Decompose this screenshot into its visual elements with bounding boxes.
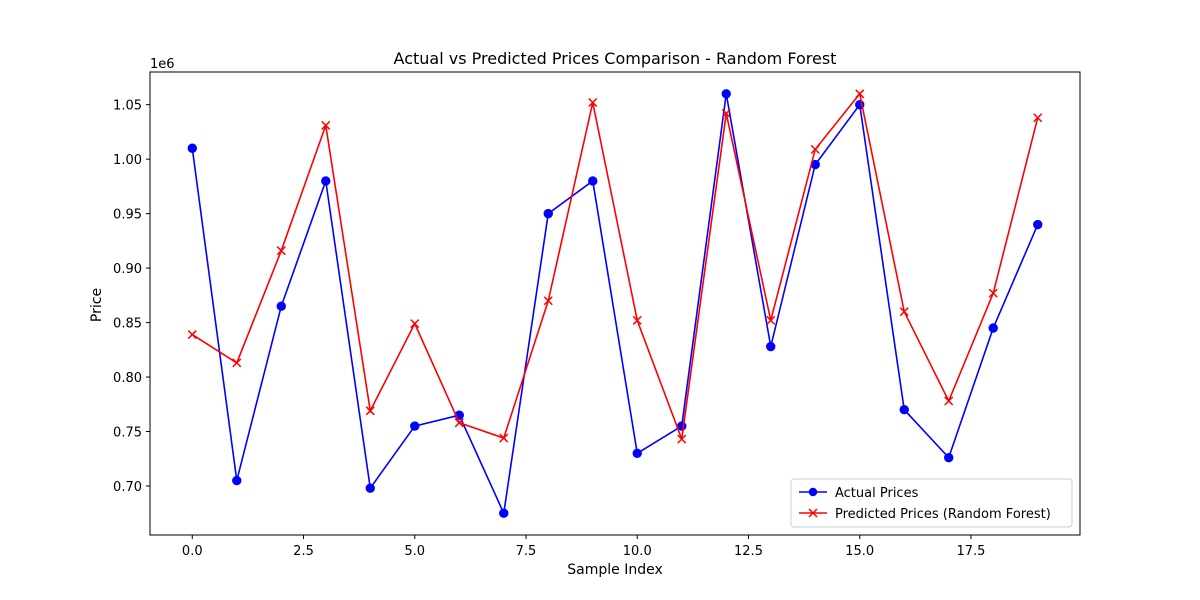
marker-x-stroke — [454, 418, 464, 428]
data-point-predicted — [632, 315, 642, 325]
data-point-predicted — [721, 108, 731, 118]
marker-x-stroke — [187, 330, 197, 340]
x-tick-label: 5.0 — [404, 544, 425, 559]
data-point-actual — [410, 421, 420, 431]
marker-x-stroke — [321, 120, 331, 130]
y-tick-label: 1.05 — [113, 99, 142, 114]
marker-x-stroke — [543, 296, 553, 306]
legend-marker-actual — [808, 487, 818, 497]
data-point-actual — [499, 508, 509, 518]
x-axis-label: Sample Index — [567, 562, 662, 578]
data-point-actual — [365, 483, 375, 493]
y-tick-label: 0.75 — [113, 426, 142, 441]
data-point-actual — [899, 405, 909, 415]
chart-title: Actual vs Predicted Prices Comparison - … — [394, 49, 837, 68]
data-point-predicted — [410, 319, 420, 329]
marker-x-stroke — [365, 406, 375, 416]
legend-label-2: Predicted Prices (Random Forest) — [835, 507, 1051, 522]
data-point-predicted — [766, 315, 776, 325]
data-point-predicted — [677, 434, 687, 444]
marker-x-stroke — [944, 396, 954, 406]
data-point-predicted — [899, 307, 909, 317]
data-point-actual — [988, 323, 998, 333]
data-point-predicted — [276, 246, 286, 256]
marker-x-stroke — [810, 144, 820, 154]
data-point-actual — [721, 89, 731, 99]
data-point-predicted — [810, 144, 820, 154]
data-point-actual — [276, 301, 286, 311]
marker-x-stroke — [588, 97, 598, 108]
data-point-predicted — [988, 288, 998, 298]
marker-x-stroke — [855, 89, 865, 99]
series-line-1 — [191, 93, 1039, 517]
data-point-predicted — [321, 120, 331, 130]
data-point-predicted — [855, 89, 865, 99]
data-point-actual — [1033, 219, 1043, 230]
data-point-predicted — [1033, 113, 1043, 123]
data-point-actual — [632, 448, 642, 458]
data-point-predicted — [944, 396, 954, 406]
data-point-actual — [944, 452, 954, 463]
y-tick-label: 1.00 — [113, 153, 142, 168]
plot-frame — [149, 71, 1081, 536]
x-tick-label: 2.5 — [293, 544, 314, 559]
marker-x-stroke — [499, 433, 509, 443]
marker-x-stroke — [988, 288, 998, 298]
marker-x-stroke — [721, 108, 731, 118]
marker-x-stroke — [232, 358, 242, 368]
marker-x-stroke — [766, 315, 776, 325]
data-point-predicted — [232, 358, 242, 368]
data-point-predicted — [365, 406, 375, 416]
y-tick-label: 0.90 — [113, 262, 142, 277]
y-offset-label: 1e6 — [150, 57, 175, 72]
legend: Actual Prices Predicted Prices (Random Fo… — [790, 478, 1073, 528]
legend-box — [790, 478, 1073, 528]
data-point-actual — [232, 475, 242, 486]
marker-x-stroke — [899, 307, 909, 317]
x-tick-label: 10.0 — [623, 544, 652, 559]
data-point-predicted — [543, 296, 553, 306]
x-tick-label: 12.5 — [734, 544, 763, 559]
x-tick-label: 15.0 — [845, 544, 874, 559]
legend-marker-predicted — [808, 508, 818, 518]
marker-x-stroke — [410, 319, 420, 329]
legend-label-1: Actual Prices — [835, 486, 919, 501]
data-point-actual — [543, 208, 553, 219]
marker-x-stroke — [677, 434, 687, 444]
data-point-predicted — [454, 418, 464, 428]
data-point-actual — [187, 143, 197, 153]
marker-x-stroke — [632, 315, 642, 325]
marker-x-stroke — [1033, 113, 1043, 123]
y-tick-label: 0.70 — [113, 480, 142, 495]
data-point-predicted — [187, 330, 197, 340]
y-tick-label: 0.80 — [113, 371, 142, 386]
y-tick-label: 0.85 — [113, 317, 142, 332]
plot-area: 0.0 2.5 5.0 7.5 10.0 12.5 15.0 17.5 0.70 0.75 0.80… — [113, 71, 1081, 559]
data-point-predicted — [588, 97, 598, 108]
data-point-actual — [321, 176, 331, 186]
series-line-2 — [191, 91, 1039, 440]
x-tick-label: 7.5 — [516, 544, 537, 559]
marker-x-stroke — [276, 246, 286, 256]
data-point-actual — [766, 341, 776, 352]
data-point-actual — [588, 176, 598, 186]
x-tick-label: 17.5 — [957, 544, 986, 559]
x-tick-label: 0.0 — [182, 544, 203, 559]
y-axis-label: Price — [89, 288, 105, 322]
y-tick-label: 0.95 — [113, 208, 142, 223]
data-point-predicted — [499, 433, 509, 443]
